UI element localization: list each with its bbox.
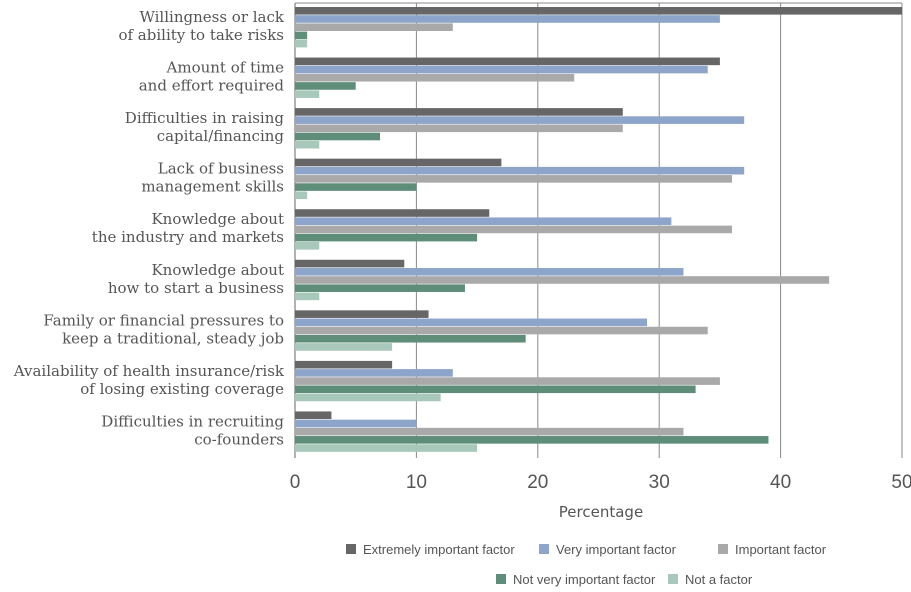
bar [295,124,623,133]
legend-swatch [668,574,678,584]
category-label: Difficulties in recruiting co-founders [101,412,284,448]
bar [295,444,478,452]
category-label-line: Difficulties in recruiting [101,412,284,430]
legend-swatch [718,544,728,554]
bar [295,31,308,40]
bars [295,7,902,452]
legend-label: Extremely important factor [363,542,515,557]
category-label: Difficulties in raising capital/financing [125,109,285,145]
bar [295,73,575,82]
bar [295,343,393,351]
category-label-line: the industry and markets [92,228,284,246]
bar [295,267,684,276]
bar [295,419,417,428]
x-tick-label: 40 [770,472,791,493]
legend-label: Important factor [735,542,827,557]
bar [295,108,623,116]
legend-swatch [346,544,356,554]
bar [295,411,332,420]
bar [295,23,453,31]
legend-label: Not a factor [685,572,753,587]
bar [295,242,320,250]
bar [295,82,356,90]
bar [295,116,745,124]
category-label-line: keep a traditional, steady job [62,329,284,347]
bar [295,140,320,149]
legend-swatch [539,544,549,554]
category-label-line: Availability of health insurance/risk [13,362,285,380]
category-label: Knowledge about how to start a business [108,261,284,297]
x-tick-labels: 0 10 20 30 40 50 [290,472,911,493]
bar [295,7,902,15]
bar [295,284,465,292]
category-label: Availability of health insurance/risk of … [13,362,285,398]
category-label-line: and effort required [139,77,285,95]
bar [295,217,672,226]
category-label: Amount of time and effort required [139,59,285,95]
legend-label: Not very important factor [513,572,656,587]
x-tick-label: 50 [891,472,911,493]
bar [295,276,830,284]
bar [295,158,502,167]
category-label-line: of ability to take risks [118,26,284,44]
bar [295,90,320,98]
category-label-line: Willingness or lack [139,8,284,26]
bar [295,318,648,327]
bar [295,233,478,242]
category-label-line: Amount of time [166,59,285,77]
bar [295,15,720,23]
legend-label: Very important factor [556,542,677,557]
bar [295,334,526,343]
bar [295,65,708,74]
x-axis-title: Percentage [559,503,643,521]
bar [295,191,308,200]
x-tick-label: 0 [290,472,301,493]
bar [295,225,733,234]
category-label: Family or financial pressures to keep a t… [43,311,284,347]
x-tick-label: 20 [527,472,548,493]
category-label-line: co-founders [194,430,284,448]
bar [295,369,453,377]
x-tick-label: 30 [649,472,670,493]
category-label-line: Family or financial pressures to [43,311,284,329]
bar [295,393,441,402]
category-label-line: capital/financing [157,127,285,145]
legend-swatch [496,574,506,584]
category-labels: Willingness or lack of ability to take ri… [13,8,285,448]
category-label-line: Difficulties in raising [125,109,285,127]
bar [295,310,429,318]
bar [295,132,380,141]
category-label-line: of losing existing coverage [80,380,284,398]
bar [295,39,308,48]
bar [295,209,490,217]
category-label: Knowledge about the industry and markets [92,210,284,246]
bar [295,292,320,301]
category-label: Willingness or lack of ability to take ri… [118,8,284,44]
bar [295,326,708,335]
category-label-line: how to start a business [108,279,284,297]
bar [295,175,733,183]
bar [295,183,417,191]
category-label: Lack of business management skills [141,160,284,196]
bar [295,360,393,369]
bar [295,377,720,385]
bar [295,166,745,175]
bar [295,57,720,66]
bar [295,385,696,394]
bar [295,427,684,436]
bar [295,436,769,444]
category-label-line: Lack of business [158,160,284,178]
category-label-line: Knowledge about [151,210,284,228]
bar [295,259,405,268]
category-label-line: management skills [141,178,284,196]
legend: Extremely important factor Very important… [346,542,827,587]
category-label-line: Knowledge about [151,261,284,279]
x-tick-label: 10 [406,472,427,493]
